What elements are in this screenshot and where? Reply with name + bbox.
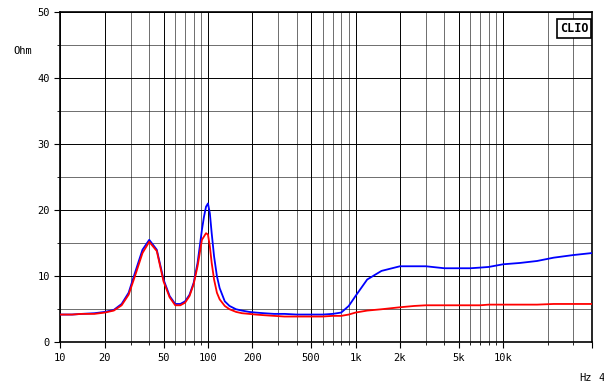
Text: CLIO: CLIO (560, 22, 588, 35)
Text: Ohm: Ohm (14, 46, 33, 56)
Text: 40k: 40k (598, 373, 604, 383)
Text: Hz: Hz (579, 373, 592, 383)
